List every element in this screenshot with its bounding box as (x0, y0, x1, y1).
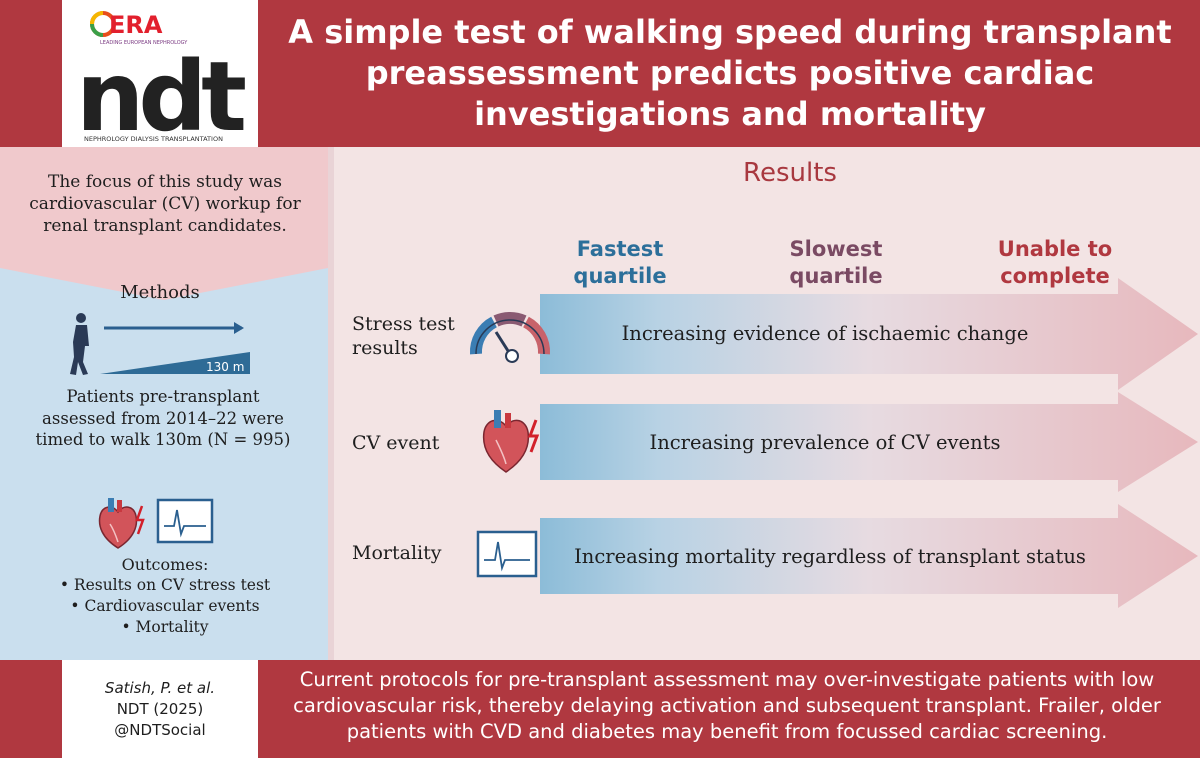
era-text: ERA (109, 11, 163, 39)
outcome-item: • Results on CV stress test (59, 576, 271, 594)
page-title: A simple test of walking speed during tr… (288, 13, 1172, 133)
column-fastest-quartile: Fastest quartile (573, 237, 667, 288)
focus-text: The focus of this study was cardiovascul… (29, 172, 301, 236)
result-text-stress-test: Increasing evidence of ischaemic change (621, 322, 1029, 345)
methods-panel (0, 304, 328, 660)
outcomes-heading: Outcomes: (121, 555, 209, 574)
ndt-text: ndt (76, 41, 245, 147)
svg-text:LEADING EUROPEAN NEPHROLOGY: LEADING EUROPEAN NEPHROLOGY (100, 40, 188, 46)
walking-test-illustration: 130 m (70, 313, 250, 375)
outcome-item: • Cardiovascular events (70, 597, 260, 615)
ecg-monitor-icon (476, 530, 538, 578)
gauge-icon (469, 311, 551, 363)
distance-label: 130 m (206, 360, 244, 374)
ecg-monitor-icon (156, 498, 214, 544)
outcome-icons (98, 498, 214, 549)
arrow-stress-test (540, 278, 1198, 390)
walking-person-icon (70, 313, 89, 375)
methods-heading: Methods (120, 282, 200, 303)
heart-icon (482, 410, 540, 473)
citation-authors: Satish, P. et al. (104, 679, 216, 697)
heart-icon (98, 498, 145, 549)
column-slowest-quartile: Slowest quartile (789, 237, 883, 288)
panel-divider (328, 147, 334, 660)
result-text-mortality: Increasing mortality regardless of trans… (574, 545, 1086, 568)
row-label-mortality: Mortality (352, 542, 442, 564)
column-unable-to-complete: Unable to complete (997, 237, 1113, 288)
conclusion-text: Current protocols for pre-transplant ass… (293, 668, 1161, 743)
journal-logo: ERA LEADING EUROPEAN NEPHROLOGY ndt NEPH… (62, 0, 258, 153)
outcome-item: • Mortality (121, 618, 209, 636)
svg-text:NEPHROLOGY DIALYSIS TRANSPLANT: NEPHROLOGY DIALYSIS TRANSPLANTATION (84, 135, 223, 143)
citation-box (62, 660, 258, 758)
result-text-cv-event: Increasing prevalence of CV events (649, 431, 1001, 454)
results-arrows (469, 278, 1198, 608)
row-label-cv-event: CV event (352, 432, 440, 454)
results-heading: Results (743, 158, 837, 188)
row-label-stress-test: Stress test results (352, 313, 455, 359)
arrow-cv-event (540, 392, 1198, 492)
arrow-mortality (540, 504, 1198, 608)
patients-text: Patients pre-transplant assessed from 20… (35, 387, 291, 449)
focus-pointer (0, 268, 328, 304)
focus-panel (0, 147, 328, 269)
citation-journal: NDT (2025) (116, 700, 204, 718)
citation-handle: @NDTSocial (114, 721, 206, 739)
